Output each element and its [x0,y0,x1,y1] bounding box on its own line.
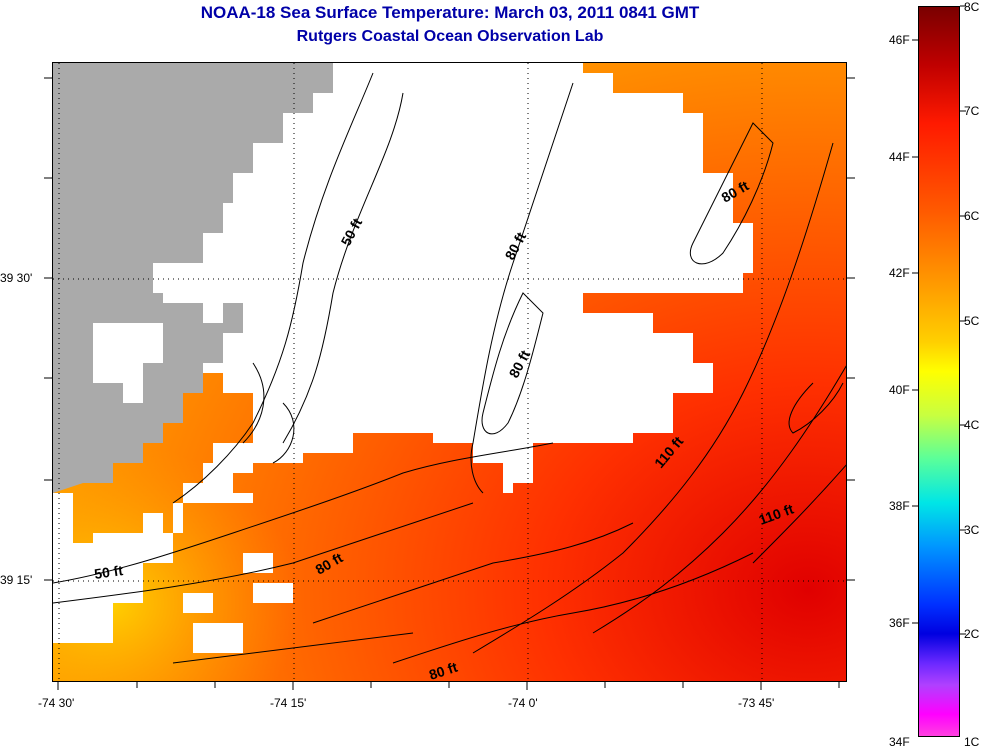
x-tick-label: -73 45' [738,696,775,710]
map-subtitle: Rutgers Coastal Ocean Observation Lab [296,28,604,45]
depth-contours [53,72,846,664]
y-tick-label: 39 30' [0,271,33,285]
graticule [53,63,846,681]
colorbar-f-label: 40F [889,383,910,397]
cloud-mask-bottom [53,553,293,653]
colorbar-c-label: 5C [964,314,980,328]
land-area-white [93,323,163,403]
colorbar-c-label: 2C [964,627,980,641]
sst-map-canvas: 50 ft 80 ft 80 ft 80 ft 80 ft 110 ft 50 … [53,63,846,682]
map-title: NOAA-18 Sea Surface Temperature: March 0… [200,3,700,22]
contour-label: 50 ft [93,562,124,582]
x-tick-label: -74 30' [38,696,75,710]
colorbar-c-label: 4C [964,418,980,432]
colorbar-c-label: 6C [964,209,980,223]
colorbar-f-label: 38F [889,499,910,513]
colorbar-c-label: 7C [964,104,980,118]
x-tick-label: -74 0' [508,696,538,710]
colorbar-c-label: 8C [964,0,980,14]
cloud-mask-lower [53,463,253,623]
colorbar-c-label: 3C [964,523,980,537]
temperature-colorbar [918,6,960,737]
colorbar-c-label: 1C [964,735,980,749]
sst-map: 50 ft 80 ft 80 ft 80 ft 80 ft 110 ft 50 … [52,62,847,682]
colorbar-f-label: 46F [889,33,910,47]
colorbar-f-label: 44F [889,150,910,164]
y-tick-label: 39 15' [0,573,33,587]
colorbar-f-label: 34F [889,735,910,749]
colorbar-f-label: 42F [889,266,910,280]
contour-label: 80 ft [427,659,460,682]
x-tick-label: -74 15' [270,696,307,710]
colorbar-f-label: 36F [889,616,910,630]
